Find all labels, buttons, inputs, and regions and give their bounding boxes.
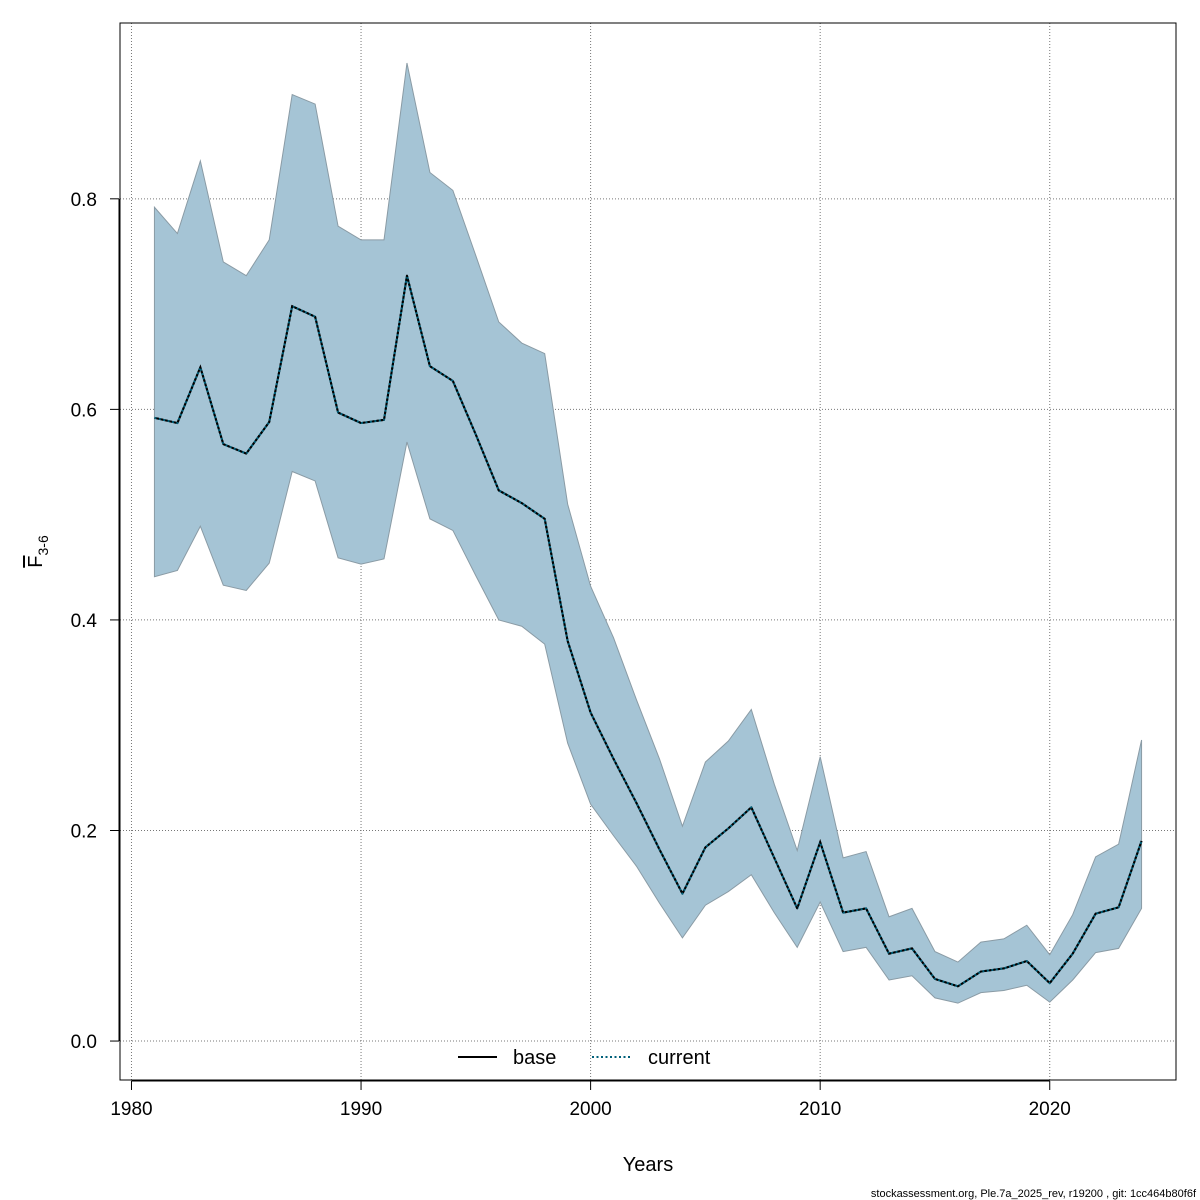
x-axis-title: Years [623,1154,673,1176]
confidence-band [153,62,1143,1004]
footer-note: stockassessment.org, Ple.7a_2025_rev, r1… [871,1188,1197,1200]
svg-text:F3-6: F3-6 [25,535,51,568]
y-axis-title: F3-6 [25,535,51,568]
legend-current-label: current [648,1047,711,1069]
legend: base current [458,1047,711,1069]
x-tick-label: 1980 [110,1099,152,1120]
legend-base-label: base [513,1047,556,1069]
y-axis-title-base: F [25,556,47,568]
x-tick-label: 2000 [569,1099,611,1120]
axes: 1980 1990 2000 2010 2020 0.0 0.2 0.4 0.6 0.8 [71,190,1071,1120]
x-tick-label: 2010 [799,1099,841,1120]
x-tick-label: 2020 [1029,1099,1071,1120]
y-tick-label: 0.8 [71,190,97,211]
x-tick-label: 1990 [340,1099,382,1120]
y-tick-label: 0.4 [71,611,98,632]
series-line-current [154,274,1143,988]
y-tick-label: 0.2 [71,821,97,842]
confidence-band-layer [153,62,1143,1004]
plot-frame [119,22,1177,1081]
series-layer [154,274,1143,988]
y-tick-label: 0.0 [71,1032,97,1053]
y-axis-title-subscript: 3-6 [35,535,51,555]
series-line-current-overlay [154,275,1143,988]
y-tick-label: 0.6 [71,400,97,421]
